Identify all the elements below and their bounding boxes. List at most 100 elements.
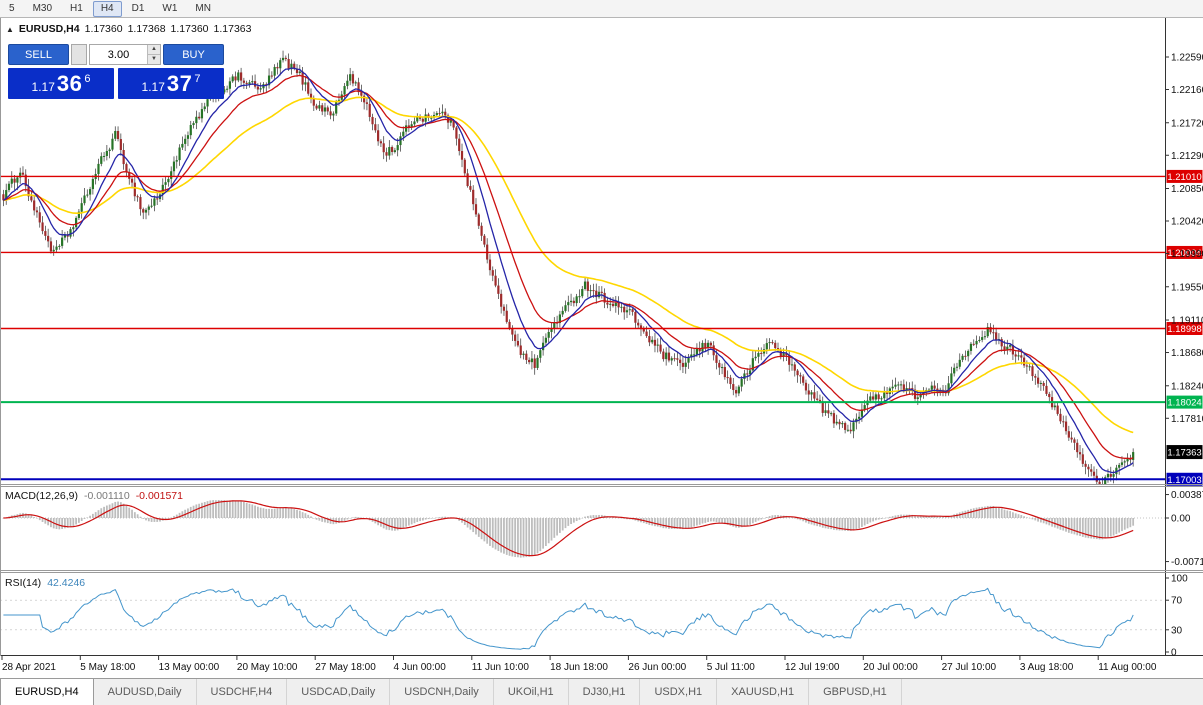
price-axis-label: 1.22590 [1171, 53, 1203, 64]
time-axis-label: 5 Jul 11:00 [707, 662, 756, 673]
price-chart[interactable]: 1.210101.200041.189981.180241.170031.173… [0, 18, 1203, 678]
timeframe-toolbar: 5 M30 H1 H4 D1 W1 MN [0, 0, 1203, 18]
period-button-h4[interactable]: H4 [92, 0, 122, 17]
macd-axis-label: 0.00387 [1171, 490, 1203, 501]
chart-background [0, 18, 1203, 678]
period-button-5[interactable]: 5 [9, 2, 15, 14]
macd-axis-label: 0.00 [1171, 514, 1191, 525]
price-axis-label: 1.18240 [1171, 381, 1203, 392]
period-button-w1[interactable]: W1 [162, 2, 178, 14]
sell-price-pipette: 6 [84, 73, 91, 85]
rsi-indicator-label: RSI(14) 42.4246 [5, 577, 85, 589]
chart-tab-usdcnh-daily[interactable]: USDCNH,Daily [390, 679, 494, 705]
rsi-axis-label: 30 [1171, 625, 1183, 636]
level-price-tag [1166, 472, 1203, 486]
price-axis[interactable]: 1.22590 1.22160 1.21720 1.21290 1.20850 1.204… [1166, 53, 1203, 659]
horizontal-level-lines: 1.21010 1.20004 1.18998 1.18024 1.17003 [0, 169, 1203, 486]
chart-tab-usdcad-daily[interactable]: USDCAD,Daily [287, 679, 391, 705]
ohlc-open: 1.17360 [84, 23, 123, 35]
macd-main-value: -0.001110 [83, 490, 130, 502]
volume-input[interactable] [90, 45, 147, 64]
sell-price-big-digits: 36 [56, 70, 83, 96]
chart-tab-eurusd-h4[interactable]: EURUSD,H4 [0, 679, 94, 705]
time-axis-label: 11 Jun 10:00 [472, 662, 530, 673]
chart-tab-audusd-daily[interactable]: AUDUSD,Daily [94, 679, 197, 705]
time-axis-label: 5 May 18:00 [80, 662, 135, 673]
sell-price-prefix: 1.17 [31, 79, 55, 94]
period-button-m30[interactable]: M30 [32, 2, 53, 14]
time-axis-label: 11 Aug 00:00 [1098, 662, 1157, 673]
time-axis-label: 20 May 10:00 [237, 662, 298, 673]
sell-price-display[interactable]: 1.17 36 6 [8, 68, 114, 99]
price-axis-label: 1.20850 [1171, 184, 1203, 195]
chart-frame [0, 18, 1203, 656]
level-price-tag [1166, 169, 1203, 183]
price-axis-label: 1.18680 [1171, 348, 1203, 359]
level-price-tag-text: 1.21010 [1167, 172, 1201, 183]
rsi-name: RSI(14) [5, 577, 42, 589]
volume-down-arrow[interactable]: ▼ [148, 54, 160, 64]
chart-tab-ukoil-h1[interactable]: UKOil,H1 [494, 679, 569, 705]
sell-button[interactable]: SELL [8, 44, 69, 65]
current-price-tag-text: 1.17363 [1167, 448, 1201, 459]
current-price-tag [1166, 445, 1203, 460]
time-axis-label: 26 Jun 00:00 [628, 662, 686, 673]
chart-tab-xauusd-h1[interactable]: XAUUSD,H1 [717, 679, 810, 705]
time-axis-label: 3 Aug 18:00 [1020, 662, 1074, 673]
buy-price-pipette: 7 [194, 73, 201, 85]
chart-tab-gbpusd-h1[interactable]: GBPUSD,H1 [809, 679, 902, 705]
buy-price-display[interactable]: 1.17 37 7 [118, 68, 224, 99]
time-axis-label: 4 Jun 00:00 [394, 662, 447, 673]
ohlc-low: 1.17360 [170, 23, 209, 35]
macd-indicator-label: MACD(12,26,9) -0.001110 -0.001571 [5, 490, 183, 502]
buy-price-big-digits: 37 [166, 70, 193, 96]
time-axis-label: 28 Apr 2021 [2, 662, 56, 673]
chart-ohlc-header: ▲ EURUSD,H4 1.17360 1.17368 1.17360 1.17… [6, 23, 251, 35]
price-axis-label: 1.19990 [1171, 249, 1203, 260]
chart-tab-dj30-h1[interactable]: DJ30,H1 [569, 679, 641, 705]
chart-tab-usdx-h1[interactable]: USDX,H1 [640, 679, 718, 705]
macd-name: MACD(12,26,9) [5, 490, 78, 502]
price-axis-label: 1.21720 [1171, 118, 1203, 129]
ohlc-high: 1.17368 [127, 23, 166, 35]
price-axis-label: 1.19550 [1171, 282, 1203, 293]
moving-average-lines [3, 67, 1134, 474]
buy-price-prefix: 1.17 [141, 79, 165, 94]
time-axis-label: 27 Jul 10:00 [942, 662, 997, 673]
level-price-tag-text: 1.20004 [1167, 248, 1201, 259]
price-axis-label: 1.21290 [1171, 151, 1203, 162]
macd-signal-value: -0.001571 [135, 490, 183, 502]
chart-tab-usdchf-h4[interactable]: USDCHF,H4 [197, 679, 288, 705]
time-axis[interactable]: 28 Apr 2021 5 May 18:00 13 May 00:00 20 May… [1, 656, 1157, 673]
rsi-value: 42.4246 [47, 577, 86, 589]
price-axis-label: 1.22160 [1171, 85, 1203, 96]
level-price-tag-text: 1.18024 [1167, 398, 1201, 409]
price-axis-label: 1.19110 [1171, 316, 1203, 327]
level-price-tag [1166, 395, 1203, 409]
rsi-axis-label: 0 [1171, 648, 1177, 659]
period-button-h1[interactable]: H1 [70, 2, 83, 14]
level-price-tag-text: 1.18998 [1167, 324, 1201, 335]
buy-button[interactable]: BUY [163, 44, 224, 65]
time-axis-label: 18 Jun 18:00 [550, 662, 608, 673]
time-axis-label: 12 Jul 19:00 [785, 662, 840, 673]
price-axis-label: 1.20420 [1171, 217, 1203, 228]
time-axis-label: 20 Jul 00:00 [863, 662, 918, 673]
chart-tab-bar: EURUSD,H4 AUDUSD,Daily USDCHF,H4 USDCAD,Dai… [0, 678, 1203, 705]
ohlc-close: 1.17363 [213, 23, 252, 35]
one-click-trading-panel: SELL ▲ ▼ BUY 1.17 36 6 1.17 37 7 [8, 44, 224, 99]
candlestick-series [2, 50, 1135, 484]
chart-symbol-label: EURUSD,H4 [18, 23, 80, 35]
level-price-tag [1166, 245, 1203, 259]
period-button-d1[interactable]: D1 [131, 2, 145, 14]
level-price-tag [1166, 321, 1203, 335]
level-price-tag-text: 1.17003 [1167, 475, 1201, 486]
collapse-panel-icon[interactable]: ▲ [6, 24, 14, 34]
period-button-mn[interactable]: MN [195, 2, 211, 14]
macd-panel-series [0, 499, 1165, 558]
volume-stepper-box[interactable] [71, 44, 87, 65]
time-axis-label: 13 May 00:00 [159, 662, 220, 673]
volume-up-arrow[interactable]: ▲ [148, 45, 160, 54]
